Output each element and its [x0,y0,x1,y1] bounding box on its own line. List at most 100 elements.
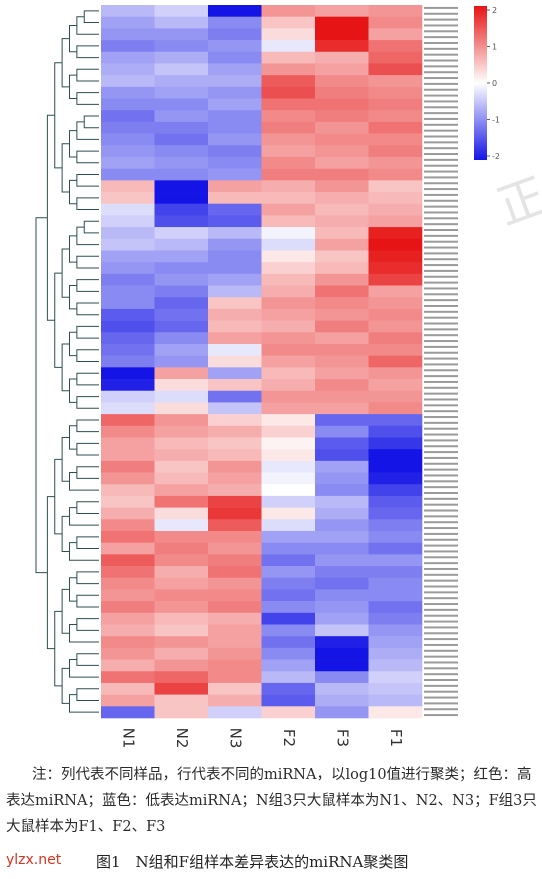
row-label-mark [424,515,458,518]
row-label-mark [424,82,458,85]
row-label-mark [424,147,458,150]
row-label-mark [424,562,458,565]
row-label-mark [424,603,458,606]
row-label-mark [424,141,458,144]
heatmap-cell [208,379,262,392]
row-label-mark [424,41,458,44]
heatmap-cell [208,145,262,158]
colorbar-tick-label: -1 [492,116,500,125]
heatmap-cell [101,121,155,134]
heatmap-cell [261,343,316,356]
heatmap-cell [208,437,262,450]
colorbar-gradient [474,6,487,160]
heatmap-cell [368,694,423,707]
row-label-mark [424,30,458,33]
heatmap-cell [154,612,209,625]
heatmap-cell [368,472,423,485]
row-label-mark [424,392,458,395]
heatmap-cell [154,238,209,251]
row-label-mark [424,77,458,80]
heatmap-cell [261,367,316,380]
heatmap-cell [261,507,316,520]
heatmap-cell [368,495,423,508]
row-label-mark [424,597,458,600]
row-label-mark [424,643,458,646]
row-label-mark [424,258,458,261]
row-labels [424,6,458,717]
heatmap-cell [101,425,155,438]
heatmap-cell [261,110,316,123]
row-label-mark [424,544,458,547]
row-label-mark [424,398,458,401]
heatmap-cell [101,51,155,64]
heatmap-cell [261,694,316,707]
heatmap-cell [368,437,423,450]
heatmap-cell [208,355,262,368]
heatmap-cell [315,636,369,649]
row-label-mark [424,608,458,611]
row-label-mark [424,433,458,436]
heatmap-cell [101,682,155,695]
heatmap-cell [101,472,155,485]
heatmap-cell [154,530,209,543]
heatmap-cell [101,5,155,17]
heatmap-cell [368,460,423,473]
heatmap-cell [101,495,155,508]
heatmap-cell [208,706,262,719]
heatmap-cell [261,624,316,637]
heatmap-cell [368,250,423,263]
heatmap-cell [315,694,369,707]
heatmap-cell [101,612,155,625]
row-label-mark [424,632,458,635]
heatmap-cell [261,402,316,415]
heatmap-cell [154,343,209,356]
heatmap-cell [261,437,316,450]
heatmap-cell [368,121,423,134]
heatmap-cell [208,28,262,41]
column-label: F1 [387,729,405,747]
heatmap-cell [101,379,155,392]
heatmap-cell [368,156,423,169]
heatmap-cell [368,320,423,333]
heatmap-cell [315,659,369,672]
heatmap-cell [368,192,423,205]
row-label-mark [424,158,458,161]
row-label-mark [424,486,458,489]
row-label-mark [424,410,458,413]
row-label-mark [424,421,458,424]
heatmap-cell [261,332,316,345]
heatmap-cell [101,145,155,158]
heatmap-cell [101,624,155,637]
heatmap-cell [315,554,369,567]
heatmap-cell [368,285,423,298]
row-label-mark [424,702,458,705]
heatmap-cell [368,601,423,614]
heatmap-cell [208,671,262,684]
heatmap-cell [154,472,209,485]
row-label-mark [424,275,458,278]
heatmap-cell [208,460,262,473]
heatmap-cell [315,145,369,158]
row-label-mark [424,503,458,506]
heatmap-cell [315,168,369,181]
heatmap-cell [208,215,262,228]
heatmap-cell [315,402,369,415]
heatmap-cell [368,636,423,649]
heatmap-cell [154,203,209,216]
row-label-mark [424,293,458,296]
heatmap-cell [101,589,155,602]
heatmap-cell [261,320,316,333]
heatmap-cell [101,98,155,111]
row-label-mark [424,591,458,594]
heatmap-cell [315,671,369,684]
heatmap-cell [101,110,155,123]
row-label-mark [424,527,458,530]
heatmap-cell [208,554,262,567]
heatmap-cell [368,449,423,462]
heatmap-cell [101,192,155,205]
heatmap-cell [315,16,369,29]
heatmap-cell [101,168,155,181]
heatmap-cell [208,227,262,240]
heatmap-cell [154,519,209,532]
heatmap-cell [154,51,209,64]
